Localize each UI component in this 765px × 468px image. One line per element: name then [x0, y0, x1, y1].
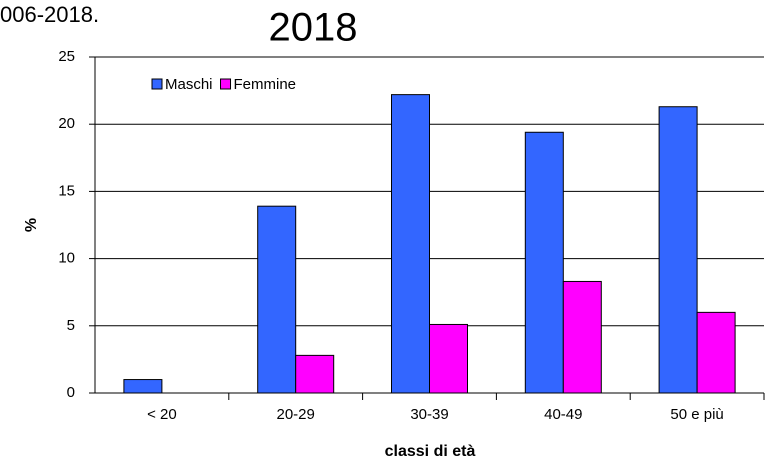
x-axis-label: classi di età — [385, 443, 476, 460]
legend-swatch — [220, 78, 232, 90]
bar — [696, 311, 736, 394]
bar — [429, 323, 468, 394]
y-tick-label: 20 — [58, 115, 75, 132]
bar — [391, 94, 430, 394]
y-tick-label: 10 — [58, 250, 75, 267]
y-tick-label: 15 — [58, 182, 75, 199]
y-tick-label: 25 — [58, 48, 75, 65]
bar — [562, 280, 602, 394]
y-tick-label: 5 — [67, 317, 75, 334]
y-tick-label: 0 — [67, 384, 75, 401]
subtitle: 006-2018. — [0, 2, 99, 27]
bar — [658, 106, 698, 394]
legend-label: Femmine — [234, 76, 297, 93]
bar — [123, 379, 163, 394]
x-tick-label: 20-29 — [277, 406, 315, 423]
legend-swatch — [151, 78, 163, 90]
x-tick-label: 40-49 — [544, 406, 582, 423]
bar — [257, 205, 297, 394]
x-tick-label: 30-39 — [410, 406, 448, 423]
chart-title: 2018 — [269, 6, 358, 50]
x-tick-label: 50 e più — [670, 406, 723, 423]
y-axis-label: % — [23, 218, 40, 232]
legend-label: Maschi — [165, 76, 213, 93]
x-tick-label: < 20 — [147, 406, 177, 423]
bar — [524, 131, 564, 394]
bar — [295, 354, 335, 394]
